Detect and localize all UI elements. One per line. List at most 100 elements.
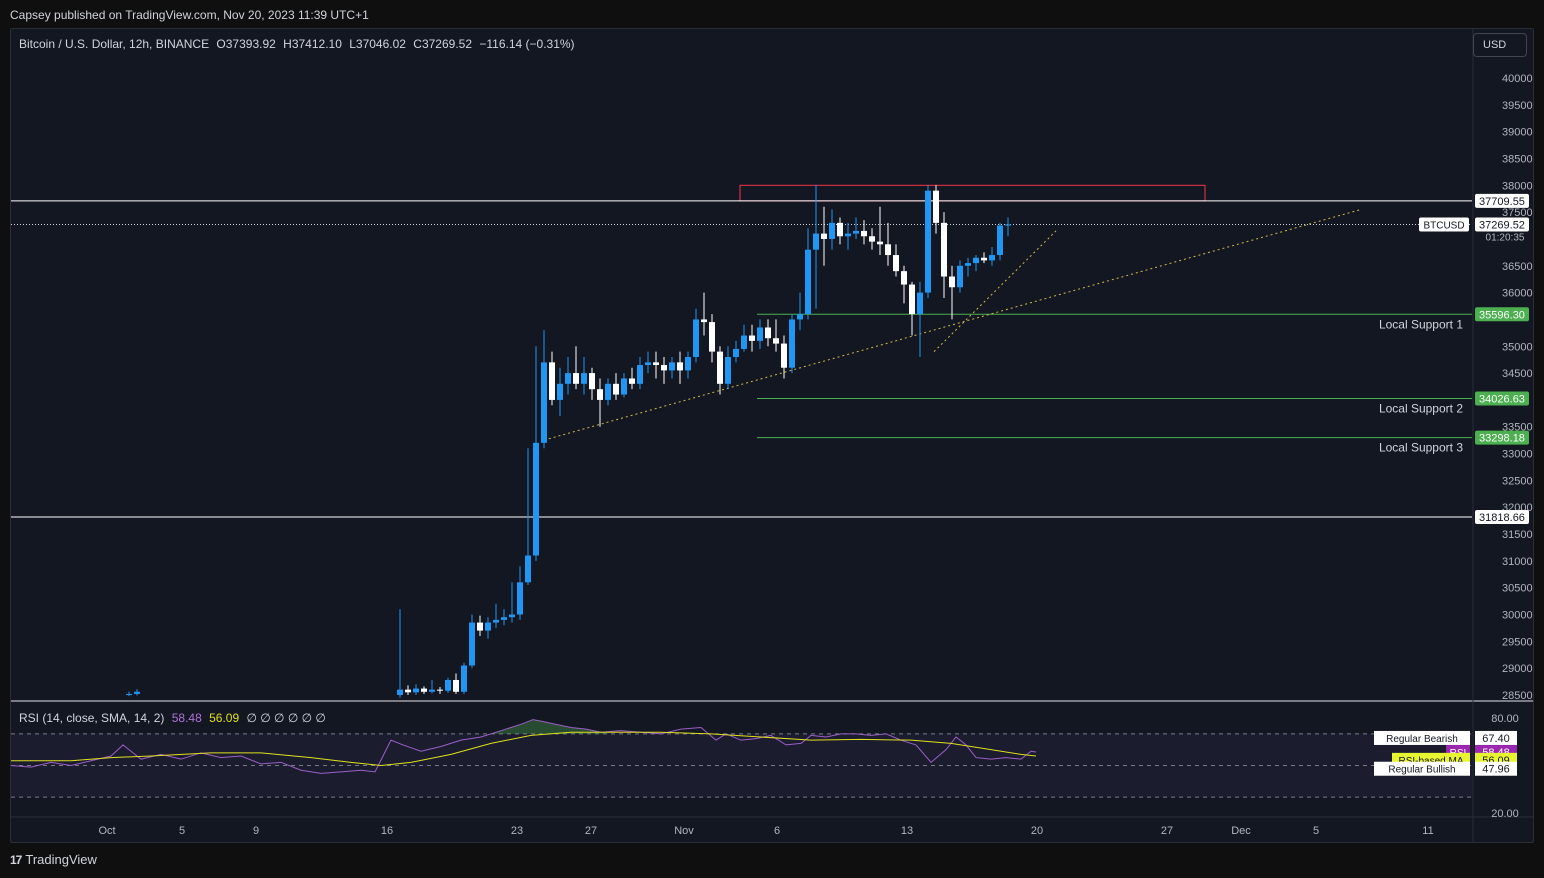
rsi-line[interactable] [11,719,1037,774]
candle[interactable] [821,233,827,239]
candle[interactable] [437,689,443,691]
candle[interactable] [901,271,907,285]
candle[interactable] [621,378,627,395]
candle[interactable] [789,319,795,368]
candle[interactable] [581,373,587,384]
candle[interactable] [893,255,899,272]
candle[interactable] [797,314,803,320]
candle[interactable] [405,689,411,693]
candle[interactable] [957,265,963,288]
candle[interactable] [589,373,595,390]
candle[interactable] [917,292,923,315]
candle[interactable] [781,343,787,368]
candle[interactable] [565,373,571,384]
price-tick-label: 29500.00 [1502,636,1534,648]
candle[interactable] [126,693,132,695]
chart-area[interactable]: 40000.00 39500.00 39000.00 38500.00 38000.00… [10,28,1534,843]
price-tick-label: 31000.00 [1502,556,1534,568]
candle[interactable] [557,383,563,400]
candle[interactable] [485,622,491,631]
candle[interactable] [837,222,843,237]
candle[interactable] [733,348,739,357]
candle[interactable] [661,365,667,371]
candle[interactable] [629,378,635,384]
candle[interactable] [709,322,715,352]
candle[interactable] [1005,224,1011,226]
candle[interactable] [949,276,955,288]
rsi-ma-line[interactable] [11,731,1037,767]
ohlc-open: O37393.92 [216,37,276,51]
candle[interactable] [693,319,699,357]
price-tick-label: 39500.00 [1502,100,1534,112]
candle[interactable] [933,190,939,223]
candle[interactable] [613,383,619,395]
time-tick-label: 16 [381,825,393,837]
symbol-legend[interactable]: Bitcoin / U.S. Dollar, 12h, BINANCE O373… [19,37,575,51]
candle[interactable] [805,249,811,315]
candle[interactable] [869,236,875,242]
candle[interactable] [813,233,819,250]
candle[interactable] [925,190,931,293]
candle[interactable] [885,244,891,256]
candle[interactable] [445,679,451,691]
candle[interactable] [973,257,979,264]
candle[interactable] [429,689,435,692]
candle[interactable] [941,222,947,277]
candle[interactable] [413,688,419,693]
candle[interactable] [701,319,707,323]
candle[interactable] [853,230,859,234]
candle[interactable] [453,679,459,692]
candle[interactable] [965,263,971,266]
candle[interactable] [533,442,539,556]
candle[interactable] [773,338,779,344]
candle[interactable] [717,351,723,384]
symbol-title[interactable]: Bitcoin / U.S. Dollar, 12h, BINANCE [19,37,210,51]
candle[interactable] [653,362,659,366]
chart-canvas[interactable]: 40000.00 39500.00 39000.00 38500.00 38000.00… [11,29,1534,843]
candle[interactable] [677,362,683,371]
candle[interactable] [541,362,547,443]
candle[interactable] [469,622,475,666]
candle[interactable] [637,365,643,384]
candle[interactable] [509,614,515,618]
candle[interactable] [749,335,755,341]
candle[interactable] [829,222,835,239]
trendline-steep[interactable] [933,230,1057,352]
rsi-legend[interactable]: RSI (14, close, SMA, 14, 2) 58.48 56.09 … [19,711,326,725]
candle[interactable] [725,356,731,384]
candle[interactable] [757,327,763,341]
candle[interactable] [477,622,483,631]
candle[interactable] [861,230,867,237]
price-label-box [1475,217,1529,232]
candle[interactable] [605,383,611,400]
candle[interactable] [517,582,523,615]
price-tick-label: 30000.00 [1502,610,1534,622]
candle[interactable] [493,619,499,623]
candle[interactable] [909,284,915,315]
candle[interactable] [525,555,531,583]
candle[interactable] [981,257,987,261]
trendline-main[interactable] [543,208,1362,441]
time-tick-label: 5 [1313,825,1319,837]
candle[interactable] [397,689,403,695]
candle[interactable] [421,688,427,692]
candle[interactable] [501,617,507,620]
currency-selector[interactable]: USD [1473,33,1527,57]
candle[interactable] [645,362,651,366]
candle[interactable] [573,373,579,384]
candle[interactable] [989,255,995,261]
candle[interactable] [741,335,747,349]
candle[interactable] [134,691,140,694]
candle[interactable] [765,327,771,339]
candle[interactable] [461,665,467,692]
candle[interactable] [997,225,1003,256]
candle[interactable] [877,241,883,245]
candle[interactable] [685,356,691,371]
candle[interactable] [597,389,603,400]
candle[interactable] [845,233,851,237]
resistance-zone[interactable] [739,184,1206,202]
rsi-title[interactable]: RSI (14, close, SMA, 14, 2) [19,711,165,725]
candle[interactable] [669,362,675,371]
price-label-box [1475,391,1529,406]
candle[interactable] [549,362,555,400]
